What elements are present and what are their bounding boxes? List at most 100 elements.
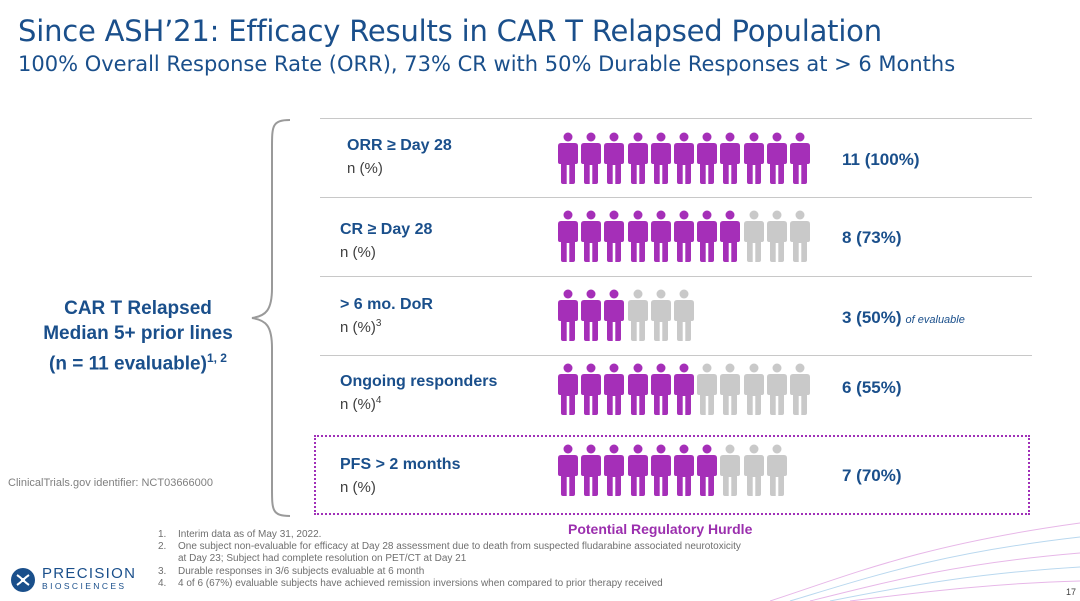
regulatory-hurdle-label: Potential Regulatory Hurdle	[568, 521, 753, 537]
person-icon	[766, 132, 787, 184]
row-value-orr: 11 (100%)	[842, 150, 920, 169]
person-icon	[743, 363, 764, 415]
person-icon	[650, 210, 671, 262]
row-value-cr: 8 (73%)	[842, 228, 902, 247]
row-value-ongoing: 6 (55%)	[842, 378, 902, 397]
icon-row-ongoing	[557, 363, 811, 415]
person-icon	[581, 289, 602, 341]
person-icon	[627, 132, 648, 184]
person-icon	[581, 363, 602, 415]
row-label-cr: CR ≥ Day 28	[340, 221, 433, 238]
row-sub-cr: n (%)	[340, 244, 376, 261]
person-icon	[627, 363, 648, 415]
person-icon	[673, 363, 694, 415]
person-icon	[673, 289, 694, 341]
person-icon	[650, 132, 671, 184]
person-icon	[720, 444, 741, 496]
population-line-3: (n = 11 evaluable)1, 2	[18, 346, 258, 376]
person-icon	[789, 210, 810, 262]
population-line-2: Median 5+ prior lines	[43, 323, 233, 344]
person-icon	[720, 363, 741, 415]
person-icon	[650, 363, 671, 415]
person-icon	[766, 210, 787, 262]
person-icon	[604, 289, 625, 341]
row-label-ongoing: Ongoing responders	[340, 373, 498, 390]
person-icon	[789, 132, 810, 184]
person-icon	[697, 444, 718, 496]
person-icon	[558, 363, 578, 415]
icon-row-dor	[557, 289, 695, 341]
row-value-dor: 3 (50%) of evaluable	[842, 308, 965, 327]
person-icon	[743, 210, 764, 262]
row-value-pfs: 7 (70%)	[842, 466, 902, 485]
footnotes: 1. Interim data as of May 31, 2022. 2. One…	[158, 529, 741, 590]
person-icon	[627, 444, 648, 496]
person-icon	[673, 444, 694, 496]
person-icon	[581, 132, 602, 184]
population-label: CAR T Relapsed Median 5+ prior lines (n …	[18, 296, 258, 376]
row-divider	[320, 355, 1032, 356]
population-line-1: CAR T Relapsed	[64, 298, 212, 319]
icon-row-pfs	[557, 444, 788, 496]
footnote-1: 1. Interim data as of May 31, 2022.	[158, 529, 322, 540]
dna-logo-icon	[11, 568, 35, 592]
person-icon	[697, 132, 718, 184]
person-icon	[604, 132, 625, 184]
row-sub-pfs: n (%)	[340, 479, 376, 496]
curly-brace	[251, 119, 291, 517]
person-icon	[627, 210, 648, 262]
person-icon	[673, 132, 694, 184]
person-icon	[650, 289, 671, 341]
row-sub-dor: n (%)3	[340, 318, 382, 336]
person-icon	[697, 363, 718, 415]
logo-wordmark: PRECISION	[42, 565, 137, 582]
footnote-2: 2. One subject non-evaluable for efficacy…	[158, 541, 741, 553]
slide-title: Since ASH’21: Efficacy Results in CAR T …	[18, 14, 882, 48]
row-label-pfs: PFS > 2 months	[340, 456, 461, 473]
person-icon	[558, 289, 578, 341]
person-icon	[766, 444, 787, 496]
person-icon	[743, 444, 764, 496]
footnote-3: 3. Durable responses in 3/6 subjects eval…	[158, 565, 425, 577]
footnote-ref: 3	[375, 318, 382, 329]
person-icon	[766, 363, 787, 415]
row-divider	[320, 276, 1032, 277]
slide-subtitle: 100% Overall Response Rate (ORR), 73% CR…	[18, 52, 956, 76]
person-icon	[558, 132, 578, 184]
person-icon	[720, 210, 741, 262]
row-label-dor: > 6 mo. DoR	[340, 296, 433, 313]
person-icon	[558, 210, 578, 262]
person-icon	[650, 444, 671, 496]
footnote-4: 4. 4 of 6 (67%) evaluable subjects have a…	[158, 577, 663, 589]
row-label-orr: ORR ≥ Day 28	[347, 137, 452, 154]
row-sub-ongoing: n (%)4	[340, 395, 382, 413]
pfs-highlight-box	[314, 435, 1030, 515]
dna-helix-decoration	[770, 522, 1080, 601]
footnote-ref: 4	[375, 395, 382, 406]
value-note: of evaluable	[905, 314, 965, 326]
icon-row-cr	[557, 210, 811, 262]
person-icon	[673, 210, 694, 262]
person-icon	[627, 289, 648, 341]
icon-row-orr	[557, 132, 811, 184]
person-icon	[697, 210, 718, 262]
person-icon	[581, 444, 602, 496]
row-divider	[320, 197, 1032, 198]
person-icon	[581, 210, 602, 262]
footnote-2-continued: at Day 23; Subject had complete resoluti…	[178, 553, 467, 565]
person-icon	[743, 132, 764, 184]
page-number: 17	[1065, 587, 1076, 597]
person-icon	[604, 444, 625, 496]
person-icon	[789, 363, 810, 415]
logo-subtitle: BIOSCIENCES	[42, 581, 127, 591]
person-icon	[604, 210, 625, 262]
person-icon	[604, 363, 625, 415]
population-n-text: (n = 11 evaluable)	[49, 353, 207, 375]
row-sub-orr: n (%)	[347, 160, 383, 177]
person-icon	[720, 132, 741, 184]
clinical-trial-identifier: ClinicalTrials.gov identifier: NCT036660…	[8, 477, 214, 489]
population-footnote-ref: 1, 2	[206, 351, 227, 365]
row-divider	[320, 118, 1032, 119]
company-logo: PRECISION BIOSCIENCES	[10, 565, 137, 593]
person-icon	[558, 444, 578, 496]
